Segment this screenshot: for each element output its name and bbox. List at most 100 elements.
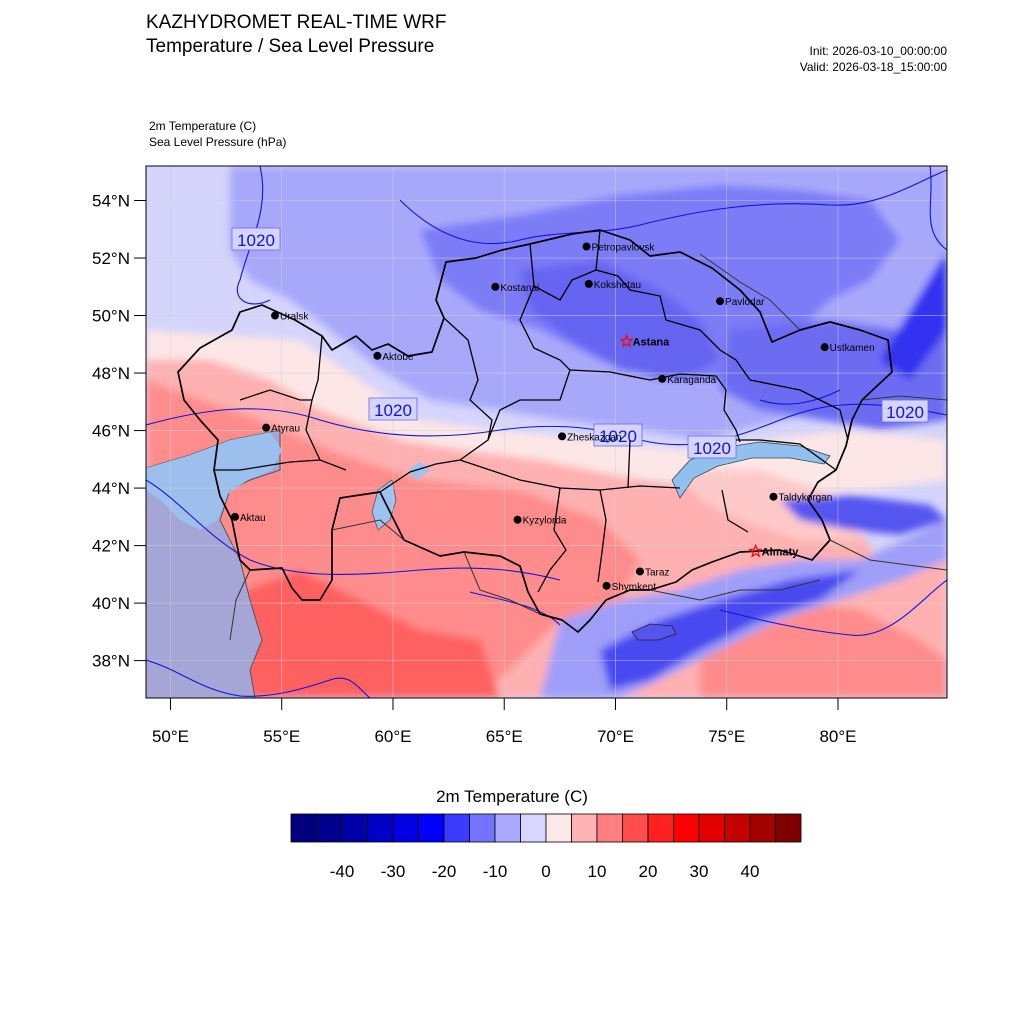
city-kyzylorda: Kyzylorda bbox=[513, 515, 567, 527]
longitude-axis: 50°E 55°E 60°E 65°E 70°E 75°E 80°E bbox=[152, 698, 856, 746]
lat-tick-label: 40°N bbox=[92, 594, 130, 613]
city-label: Kokshetau bbox=[594, 280, 641, 291]
lon-tick-label: 65°E bbox=[486, 727, 523, 746]
colorbar-swatch bbox=[520, 813, 547, 843]
colorbar-tick-label: 10 bbox=[588, 862, 607, 881]
city-karaganda: Karaganda bbox=[658, 374, 717, 386]
colorbar-tick-label: 20 bbox=[639, 862, 658, 881]
lon-tick-label: 75°E bbox=[708, 727, 745, 746]
colorbar-swatch bbox=[418, 813, 445, 843]
valid-time: Valid: 2026-03-18_15:00:00 bbox=[799, 60, 947, 74]
plot-frame bbox=[145, 165, 948, 699]
lat-tick-label: 38°N bbox=[92, 652, 130, 671]
city-label: Almaty bbox=[762, 546, 800, 558]
colorbar-swatch bbox=[596, 813, 623, 843]
colorbar-title: 2m Temperature (C) bbox=[436, 787, 588, 806]
city-atyrau: Atyrau bbox=[262, 423, 300, 435]
capital-star-icon bbox=[748, 543, 763, 558]
city-label: Kostanai bbox=[500, 283, 539, 294]
colorbar-tick-label: -40 bbox=[330, 862, 355, 881]
city-dot-icon bbox=[491, 282, 500, 291]
city-dot-icon bbox=[262, 423, 271, 432]
colorbar-swatch bbox=[775, 813, 802, 843]
city-label: Pavlodar bbox=[725, 297, 765, 308]
svg-text:1020: 1020 bbox=[599, 427, 637, 446]
colorbar-swatch bbox=[443, 813, 470, 843]
city-dot-icon bbox=[271, 311, 280, 320]
colorbar-swatch bbox=[469, 813, 496, 843]
lon-tick-label: 60°E bbox=[374, 727, 411, 746]
country-border bbox=[177, 229, 893, 633]
svg-text:1020: 1020 bbox=[237, 231, 275, 250]
isobar-label: 1020 bbox=[368, 397, 418, 421]
city-dot-icon bbox=[658, 374, 667, 383]
lat-tick-label: 50°N bbox=[92, 307, 130, 326]
colorbar-tick-label: -10 bbox=[483, 862, 508, 881]
city-label: Uralsk bbox=[280, 312, 309, 323]
isobar-labels: 1020 1020 1020 1020 1020 bbox=[231, 227, 929, 459]
isobar-label: 1020 bbox=[231, 227, 281, 251]
city-dot-icon bbox=[582, 242, 591, 251]
colorbar-swatch bbox=[290, 813, 317, 843]
city-label: Petropavlovsk bbox=[592, 243, 656, 254]
lat-tick-label: 44°N bbox=[92, 479, 130, 498]
colorbar-swatch bbox=[494, 813, 521, 843]
map-title: KAZHYDROMET REAL-TIME WRF bbox=[146, 12, 447, 33]
isobar-label: 1020 bbox=[881, 399, 929, 423]
lat-tick-label: 42°N bbox=[92, 537, 130, 556]
svg-text:1020: 1020 bbox=[886, 403, 924, 422]
city-dot-icon bbox=[558, 432, 567, 441]
city-label: Karaganda bbox=[667, 375, 716, 386]
lon-tick-label: 70°E bbox=[597, 727, 634, 746]
city-label: Zheskazgan bbox=[567, 432, 621, 443]
city-label: Taldykorgan bbox=[778, 493, 832, 504]
city-kostanai: Kostanai bbox=[491, 282, 539, 294]
lon-tick-label: 55°E bbox=[263, 727, 300, 746]
city-dot-icon bbox=[584, 279, 593, 288]
colorbar: -40 -30 -20 -10 0 10 20 30 40 bbox=[290, 813, 802, 881]
city-dot-icon bbox=[602, 581, 611, 590]
colorbar-tick-label: 30 bbox=[690, 862, 709, 881]
colorbar-swatch bbox=[367, 813, 394, 843]
init-time: Init: 2026-03-10_00:00:00 bbox=[809, 44, 947, 58]
city-label: Ustkamen bbox=[830, 343, 875, 354]
city-dot-icon bbox=[635, 567, 644, 576]
lon-tick-label: 50°E bbox=[152, 727, 189, 746]
city-label: Taraz bbox=[645, 567, 669, 578]
colorbar-tick-label: -30 bbox=[381, 862, 406, 881]
city-label: Shymkent bbox=[612, 582, 657, 593]
colorbar-swatch bbox=[545, 813, 572, 843]
city-aktobe: Aktobe bbox=[373, 351, 414, 363]
capital-star-icon bbox=[619, 333, 634, 348]
city-shymkent: Shymkent bbox=[602, 581, 657, 593]
city-taraz: Taraz bbox=[635, 567, 669, 578]
lat-tick-label: 52°N bbox=[92, 249, 130, 268]
lat-tick-label: 54°N bbox=[92, 192, 130, 211]
colorbar-tick-label: 0 bbox=[541, 862, 550, 881]
city-pavlodar: Pavlodar bbox=[716, 297, 765, 308]
colorbar-tick-label: -20 bbox=[432, 862, 457, 881]
city-zheskazgan: Zheskazgan bbox=[558, 432, 622, 443]
city-petropavlovsk: Petropavlovsk bbox=[582, 242, 656, 254]
map-subtitle: Temperature / Sea Level Pressure bbox=[146, 36, 435, 57]
colorbar-swatch bbox=[392, 813, 419, 843]
colorbar-swatch bbox=[622, 813, 649, 843]
city-uralsk: Uralsk bbox=[271, 311, 309, 323]
colorbar-swatch bbox=[673, 813, 700, 843]
field-label-temperature: 2m Temperature (C) bbox=[149, 119, 257, 133]
city-almaty: Almaty bbox=[748, 543, 800, 558]
region-boundaries bbox=[214, 229, 849, 593]
field-label-pressure: Sea Level Pressure (hPa) bbox=[149, 135, 287, 149]
city-taldykorgan: Taldykorgan bbox=[769, 492, 832, 504]
isobar-label: 1020 bbox=[687, 435, 737, 459]
city-astana: Astana bbox=[619, 333, 671, 348]
isobar-label: 1020 bbox=[593, 423, 643, 447]
colorbar-swatch bbox=[647, 813, 674, 843]
temperature-field: 1020 1020 1020 1020 1020 bbox=[146, 166, 947, 698]
colorbar-swatch bbox=[571, 813, 598, 843]
city-label: Astana bbox=[633, 336, 671, 348]
colorbar-swatch bbox=[749, 813, 776, 843]
svg-text:1020: 1020 bbox=[374, 401, 412, 420]
city-dot-icon bbox=[231, 512, 239, 521]
